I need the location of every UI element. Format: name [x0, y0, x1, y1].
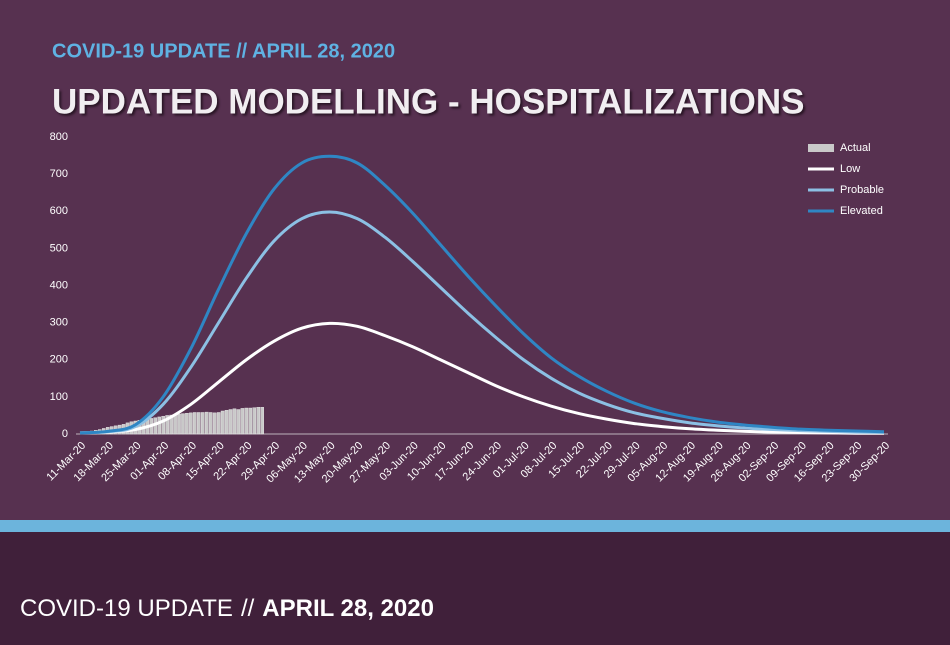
- y-tick-label: 600: [50, 205, 68, 217]
- legend-label: Elevated: [840, 205, 883, 217]
- legend-label: Low: [840, 163, 860, 175]
- legend-swatch: [808, 144, 834, 152]
- bar: [193, 412, 197, 435]
- bar: [224, 410, 229, 435]
- bar: [165, 415, 169, 435]
- legend-label: Actual: [840, 142, 871, 154]
- bar: [189, 412, 193, 435]
- footer-label: COVID-19 UPDATE: [20, 595, 233, 622]
- bar: [173, 414, 177, 435]
- footer-separator: //: [241, 595, 255, 622]
- y-tick-label: 800: [50, 131, 68, 143]
- footer-date: APRIL 28, 2020: [262, 595, 434, 622]
- bar: [161, 415, 165, 435]
- y-tick-label: 500: [50, 242, 68, 254]
- bar: [181, 413, 185, 435]
- bar: [197, 412, 201, 435]
- kicker: COVID-19 UPDATE // APRIL 28, 2020: [52, 40, 395, 62]
- line: [79, 210, 885, 435]
- bar: [208, 412, 213, 435]
- bar: [248, 407, 253, 435]
- bar: [212, 412, 217, 435]
- line: [79, 321, 885, 435]
- bar: [256, 407, 261, 435]
- bar: [216, 412, 221, 435]
- y-tick-label: 400: [50, 279, 68, 291]
- bar: [169, 414, 173, 435]
- bar: [200, 412, 205, 435]
- slide-title: UPDATED MODELLING - HOSPITALIZATIONS: [52, 82, 804, 121]
- y-tick-label: 100: [50, 391, 68, 403]
- legend-label: Probable: [840, 184, 884, 196]
- bar: [260, 407, 264, 435]
- accent-stripe: [0, 520, 950, 532]
- y-tick-label: 0: [62, 428, 68, 440]
- slide-background: [0, 0, 950, 520]
- bar: [185, 413, 189, 435]
- bar: [236, 409, 241, 435]
- line: [79, 154, 885, 435]
- bar: [232, 408, 237, 435]
- y-tick-label: 700: [50, 168, 68, 180]
- bar: [204, 411, 209, 435]
- bar: [244, 407, 249, 435]
- bar: [252, 407, 257, 435]
- bar: [228, 409, 233, 435]
- bar: [240, 408, 245, 435]
- bar: [220, 410, 225, 435]
- y-tick-label: 300: [50, 317, 68, 329]
- bar: [157, 416, 161, 435]
- footer: COVID-19 UPDATE // APRIL 28, 2020: [20, 595, 434, 622]
- bar: [177, 413, 181, 435]
- y-tick-label: 200: [50, 354, 68, 366]
